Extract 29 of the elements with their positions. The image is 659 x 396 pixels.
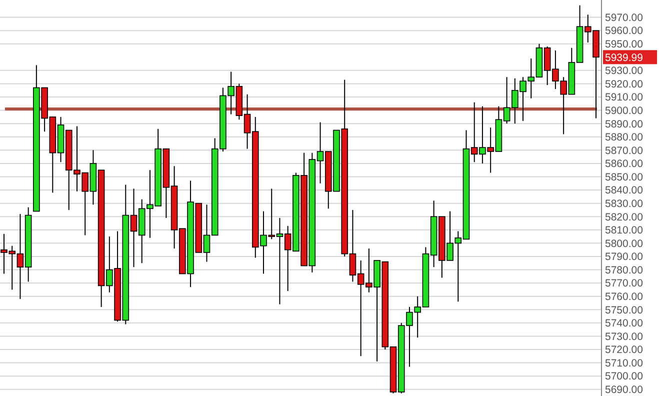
y-tick-label: 5840.00 [605,184,644,197]
y-tick-label: 5970.00 [605,12,644,24]
y-tick-label: 5890.00 [605,118,644,130]
text: 5939.99 [605,52,644,64]
y-tick-label: 5740.00 [605,318,644,330]
y-tick-label: 5870.00 [605,144,644,157]
y-tick-label: 5800.00 [605,238,644,250]
y-tick-label: 5860.00 [605,158,644,170]
y-tick-label: 5750.00 [605,304,644,316]
y-tick-label: 5710.00 [605,357,644,370]
y-tick-label: 5880.00 [605,132,644,144]
y-tick-label: 5850.00 [605,171,644,184]
y-tick-label: 5960.00 [605,25,644,38]
y-tick-label: 5810.00 [605,224,644,237]
y-tick-label: 5720.00 [605,344,644,356]
y-tick-label: 5770.00 [605,278,644,290]
y-tick-label: 5950.00 [605,38,644,51]
y-tick-label: 5900.00 [605,104,644,117]
y-tick-label: 5730.00 [605,330,644,343]
y-tick-label: 5820.00 [605,211,644,224]
y-tick-label: 5830.00 [605,198,644,210]
y-tick-label: 5780.00 [605,264,644,276]
y-tick-label: 5760.00 [605,291,644,304]
y-tick-label: 5910.00 [605,92,644,104]
y-tick-label: 5930.00 [605,65,644,78]
y-tick-label: 5690.00 [605,384,644,396]
y-tick-label: 5790.00 [605,251,644,264]
y-tick-label: 5920.00 [605,78,644,90]
y-tick-label: 5700.00 [605,370,644,383]
